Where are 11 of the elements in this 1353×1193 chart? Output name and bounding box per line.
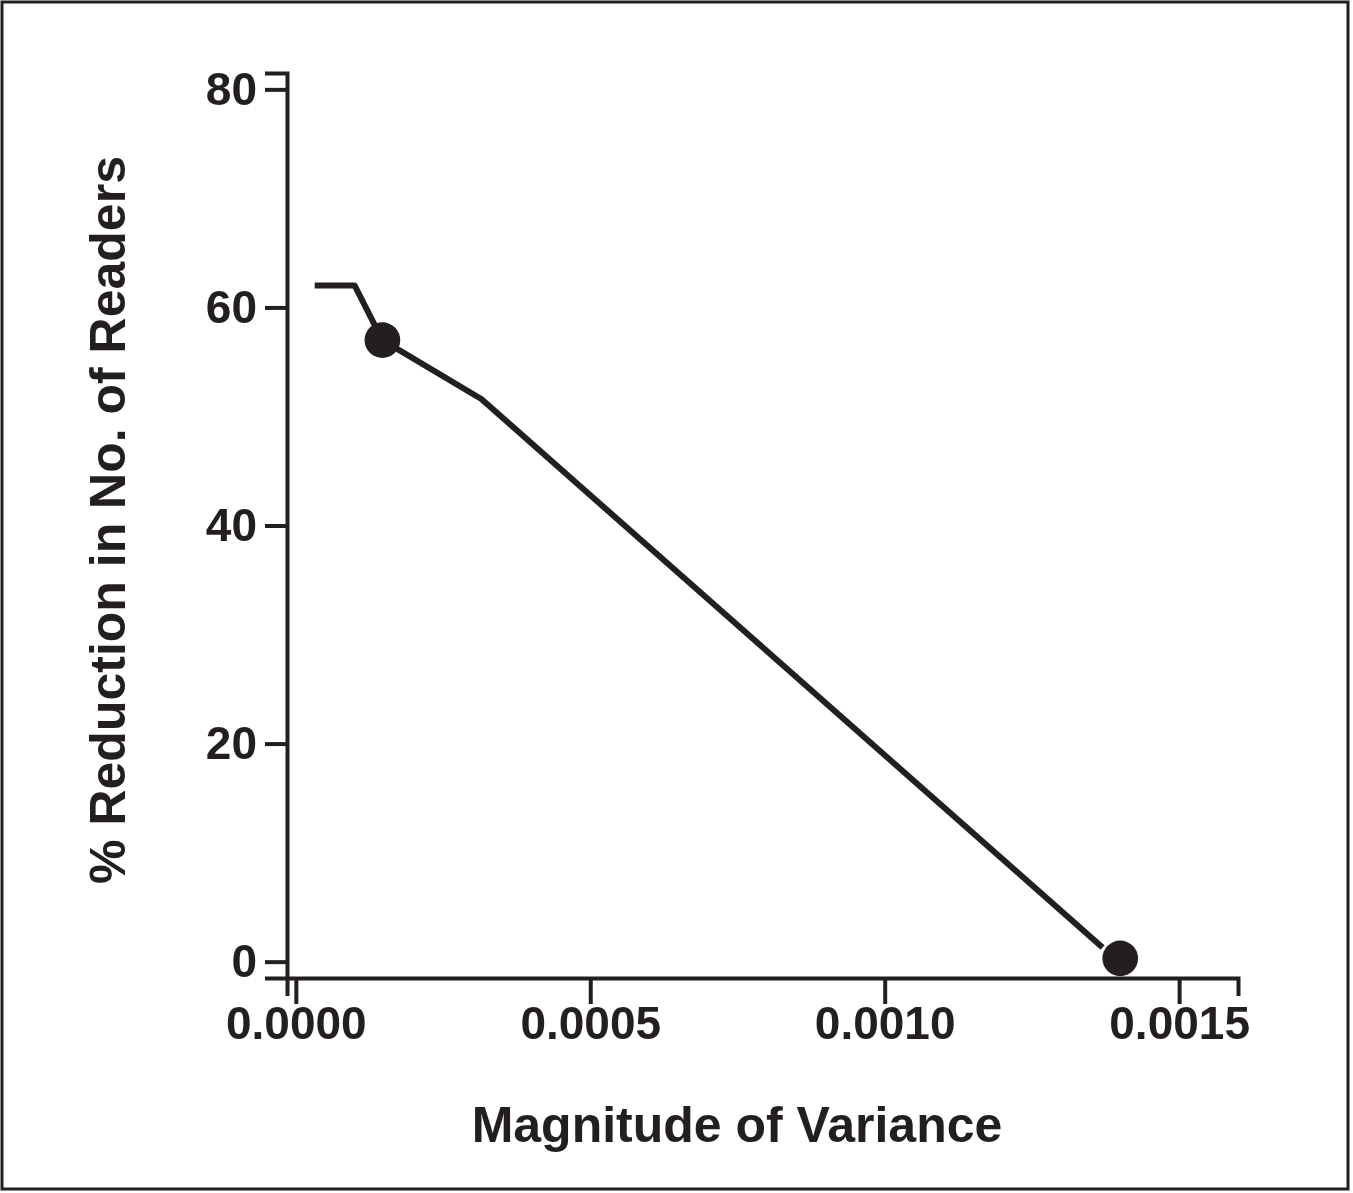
y-tick-label: 0	[231, 934, 257, 987]
y-tick-label: 20	[205, 716, 257, 769]
y-tick-label: 40	[205, 498, 257, 551]
x-tick-label: 0.0010	[814, 996, 956, 1049]
y-tick-label: 60	[205, 280, 257, 333]
y-tick-label: 80	[205, 62, 257, 115]
x-tick-label: 0.0005	[520, 996, 662, 1049]
x-tick-label: 0.0015	[1109, 996, 1250, 1049]
x-axis-title: Magnitude of Variance	[471, 1097, 1003, 1153]
x-tick-label: 0.0000	[225, 996, 367, 1049]
y-axis-title: % Reduction in No. of Readers	[80, 156, 136, 884]
